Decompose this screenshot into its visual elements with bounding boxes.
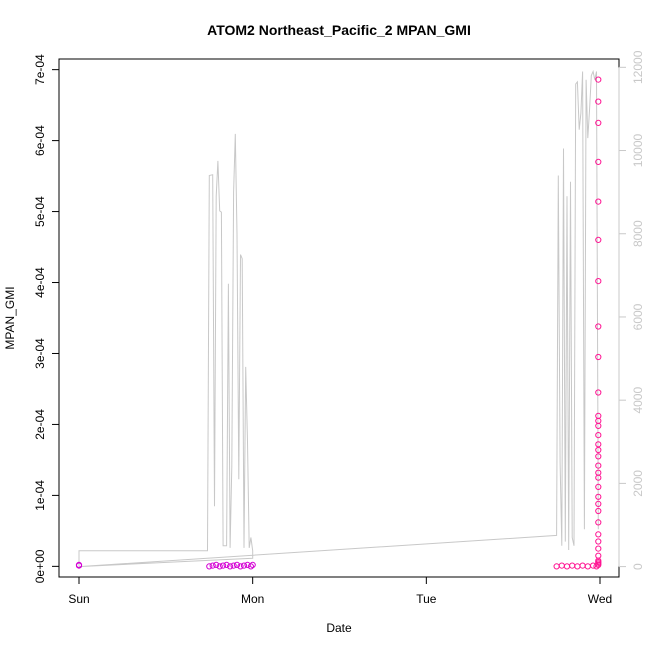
- data-points-group: [75, 76, 602, 570]
- x-axis-label: Date: [326, 621, 352, 635]
- data-point: [595, 76, 602, 83]
- y-tick-label: 7e-04: [33, 54, 47, 85]
- data-point: [595, 500, 602, 507]
- y-tick-label: 2e-04: [33, 409, 47, 440]
- y2-tick-label: 8000: [631, 220, 645, 247]
- y-tick-label: 0e+00: [33, 549, 47, 583]
- data-point: [595, 441, 602, 448]
- y-axis-label: MPAN_GMI: [3, 286, 17, 349]
- data-point: [595, 98, 602, 105]
- altitude-line-group: [78, 69, 599, 568]
- data-point: [553, 563, 560, 570]
- data-point: [220, 562, 227, 569]
- data-point: [595, 412, 602, 419]
- data-point: [563, 563, 571, 570]
- data-point: [595, 432, 602, 439]
- data-point: [595, 278, 602, 285]
- y-tick-label: 4e-04: [33, 267, 47, 298]
- data-point: [584, 563, 591, 570]
- data-point: [595, 158, 602, 165]
- data-point: [595, 119, 602, 127]
- data-point: [213, 561, 220, 569]
- x-tick-label: Mon: [241, 592, 264, 606]
- data-point: [595, 323, 602, 330]
- data-point: [249, 561, 256, 569]
- data-point: [595, 236, 602, 243]
- data-point: [595, 493, 602, 500]
- data-point: [595, 462, 602, 469]
- data-point: [595, 538, 602, 545]
- chart-title: ATOM2 Northeast_Pacific_2 MPAN_GMI: [207, 22, 471, 38]
- data-point: [579, 562, 586, 569]
- y-tick-label: 1e-04: [33, 480, 47, 511]
- data-point: [237, 563, 244, 570]
- y-axis-right: 0 2000 4000 6000 8000 10000 12000: [618, 50, 645, 570]
- x-tick-label: Tue: [416, 592, 437, 606]
- data-point: [595, 198, 602, 205]
- data-point: [227, 563, 234, 570]
- data-point: [223, 561, 230, 569]
- y2-tick-label: 0: [631, 563, 645, 570]
- y2-tick-label: 2000: [631, 470, 645, 497]
- data-point: [595, 545, 602, 552]
- data-point: [595, 507, 602, 515]
- data-point: [569, 562, 576, 569]
- x-axis: Sun Mon Tue Wed: [68, 576, 612, 606]
- data-point: [595, 453, 602, 460]
- data-point: [558, 562, 565, 569]
- data-point: [209, 562, 216, 569]
- y-tick-label: 6e-04: [33, 125, 47, 156]
- data-point: [574, 563, 581, 570]
- x-tick-label: Wed: [588, 592, 612, 606]
- data-point: [595, 531, 602, 538]
- data-point: [595, 446, 602, 454]
- data-point: [230, 562, 237, 569]
- data-point: [595, 519, 602, 526]
- data-point: [233, 561, 241, 569]
- y-tick-label: 5e-04: [33, 196, 47, 227]
- y2-tick-label: 10000: [631, 133, 645, 167]
- data-point: [595, 389, 602, 396]
- data-point: [206, 563, 213, 570]
- y-axis-left: 0e+00 1e-04 2e-04 3e-04 4e-04 5e-04 6e-04 7e-04: [33, 54, 60, 583]
- y2-tick-label: 6000: [631, 303, 645, 330]
- y-tick-label: 3e-04: [33, 338, 47, 369]
- data-point: [247, 563, 254, 570]
- plot-frame: [58, 58, 620, 578]
- altitude-line: [78, 69, 599, 568]
- data-point: [216, 563, 223, 570]
- y2-tick-label: 4000: [631, 387, 645, 414]
- data-point: [595, 469, 602, 476]
- data-point: [595, 552, 602, 559]
- data-point: [75, 561, 83, 569]
- data-point: [240, 562, 248, 569]
- x-tick-label: Sun: [68, 592, 89, 606]
- y2-tick-label: 12000: [631, 50, 645, 84]
- data-point: [595, 483, 602, 490]
- data-point: [595, 353, 602, 361]
